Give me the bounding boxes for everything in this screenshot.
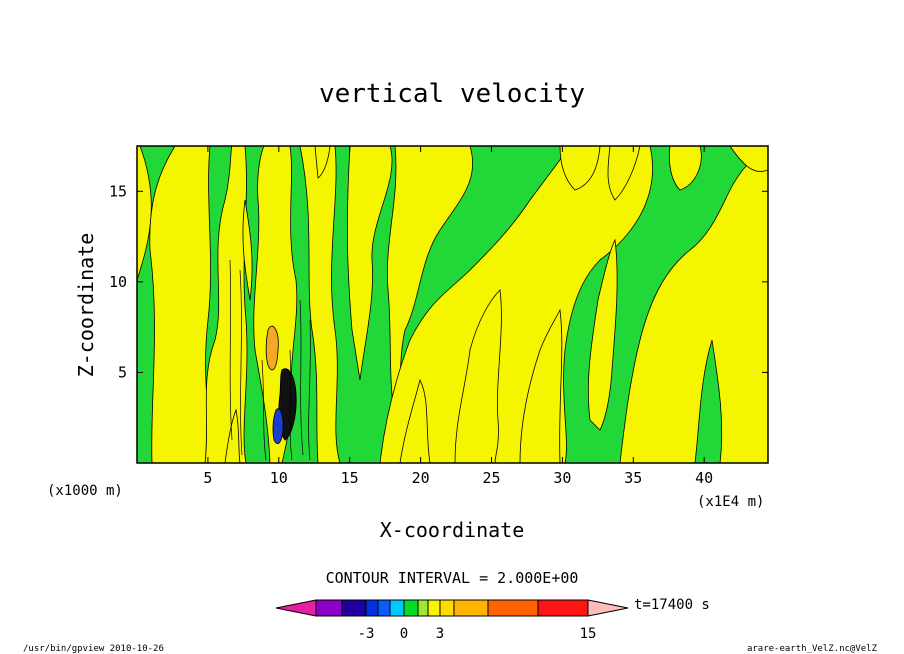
positive-velocity-region — [299, 146, 341, 463]
colorbar-segment — [417, 599, 429, 617]
strong-updraft-region — [265, 325, 279, 371]
x-tick-label: 40 — [695, 469, 713, 487]
colorbar-max-extend — [587, 599, 629, 617]
positive-velocity-region — [454, 289, 502, 463]
footer-right: arare-earth_VelZ.nc@VelZ — [747, 644, 878, 654]
colorbar-segment — [389, 599, 405, 617]
colorbar-segment — [453, 599, 489, 617]
positive-velocity-region — [668, 146, 702, 191]
colorbar-segment — [365, 599, 379, 617]
positive-velocity-region — [729, 146, 768, 172]
y-unit-label: (x1000 m) — [47, 483, 123, 499]
x-tick-label: 15 — [341, 469, 359, 487]
positive-velocity-region — [607, 146, 641, 201]
x-tick-label: 10 — [270, 469, 288, 487]
positive-velocity-region — [559, 146, 601, 191]
y-axis-label: Z-coordinate — [74, 233, 98, 378]
x-tick-label: 30 — [553, 469, 571, 487]
y-tick-label: 15 — [109, 182, 127, 200]
colorbar-segment — [487, 599, 539, 617]
contour-line — [239, 269, 243, 456]
colorbar-tick-label: -3 — [358, 626, 375, 642]
positive-velocity-region — [242, 199, 253, 301]
x-unit-label: (x1E4 m) — [697, 494, 764, 510]
x-tick-label: 25 — [482, 469, 500, 487]
x-tick-label: 35 — [624, 469, 642, 487]
positive-velocity-region — [224, 408, 241, 463]
colorbar-segment — [427, 599, 441, 617]
footer-left: /usr/bin/gpview 2010-10-26 — [23, 644, 164, 654]
colorbar-segment — [341, 599, 367, 617]
contour-line — [289, 349, 293, 461]
positive-velocity-region — [399, 378, 431, 463]
colorbar-segment — [403, 599, 419, 617]
colorbar-segment — [537, 599, 589, 617]
positive-velocity-region — [346, 146, 393, 381]
time-label: t=17400 s — [634, 597, 710, 613]
colorbar-tick-labels: -3 0 3 15 — [358, 626, 597, 642]
chart-title: vertical velocity — [319, 79, 585, 109]
contour-interval-label: CONTOUR INTERVAL = 2.000E+00 — [326, 569, 579, 587]
colorbar — [275, 599, 629, 617]
contour-line — [299, 299, 304, 456]
positive-velocity-region — [204, 146, 248, 463]
positive-velocity-region — [149, 146, 211, 463]
colorbar-segment — [315, 599, 343, 617]
y-tick-label: 5 — [118, 363, 127, 381]
colorbar-min-extend — [275, 599, 317, 617]
y-axis-ticks: 5 10 15 — [109, 182, 768, 381]
contour-line — [229, 259, 233, 441]
colorbar-segment — [439, 599, 455, 617]
x-tick-label: 5 — [203, 469, 212, 487]
colorbar-tick-label: 3 — [436, 626, 444, 642]
colorbar-tick-label: 0 — [400, 626, 408, 642]
colorbar-segment — [377, 599, 391, 617]
vertical-velocity-bands — [137, 146, 768, 463]
x-tick-label: 20 — [412, 469, 430, 487]
y-tick-label: 10 — [109, 273, 127, 291]
contour-line — [261, 359, 267, 461]
strong-downdraft-region — [272, 408, 284, 444]
plot-frame — [136, 145, 769, 464]
positive-velocity-region — [587, 238, 618, 431]
positive-velocity-region — [619, 146, 768, 463]
colorbar-tick-label: 15 — [580, 626, 597, 642]
x-axis-ticks: 5 10 15 20 25 30 35 40 — [203, 146, 713, 487]
contour-field — [137, 146, 768, 463]
contour-line — [308, 319, 311, 461]
positive-velocity-region — [519, 308, 563, 463]
x-axis-label: X-coordinate — [380, 518, 525, 542]
